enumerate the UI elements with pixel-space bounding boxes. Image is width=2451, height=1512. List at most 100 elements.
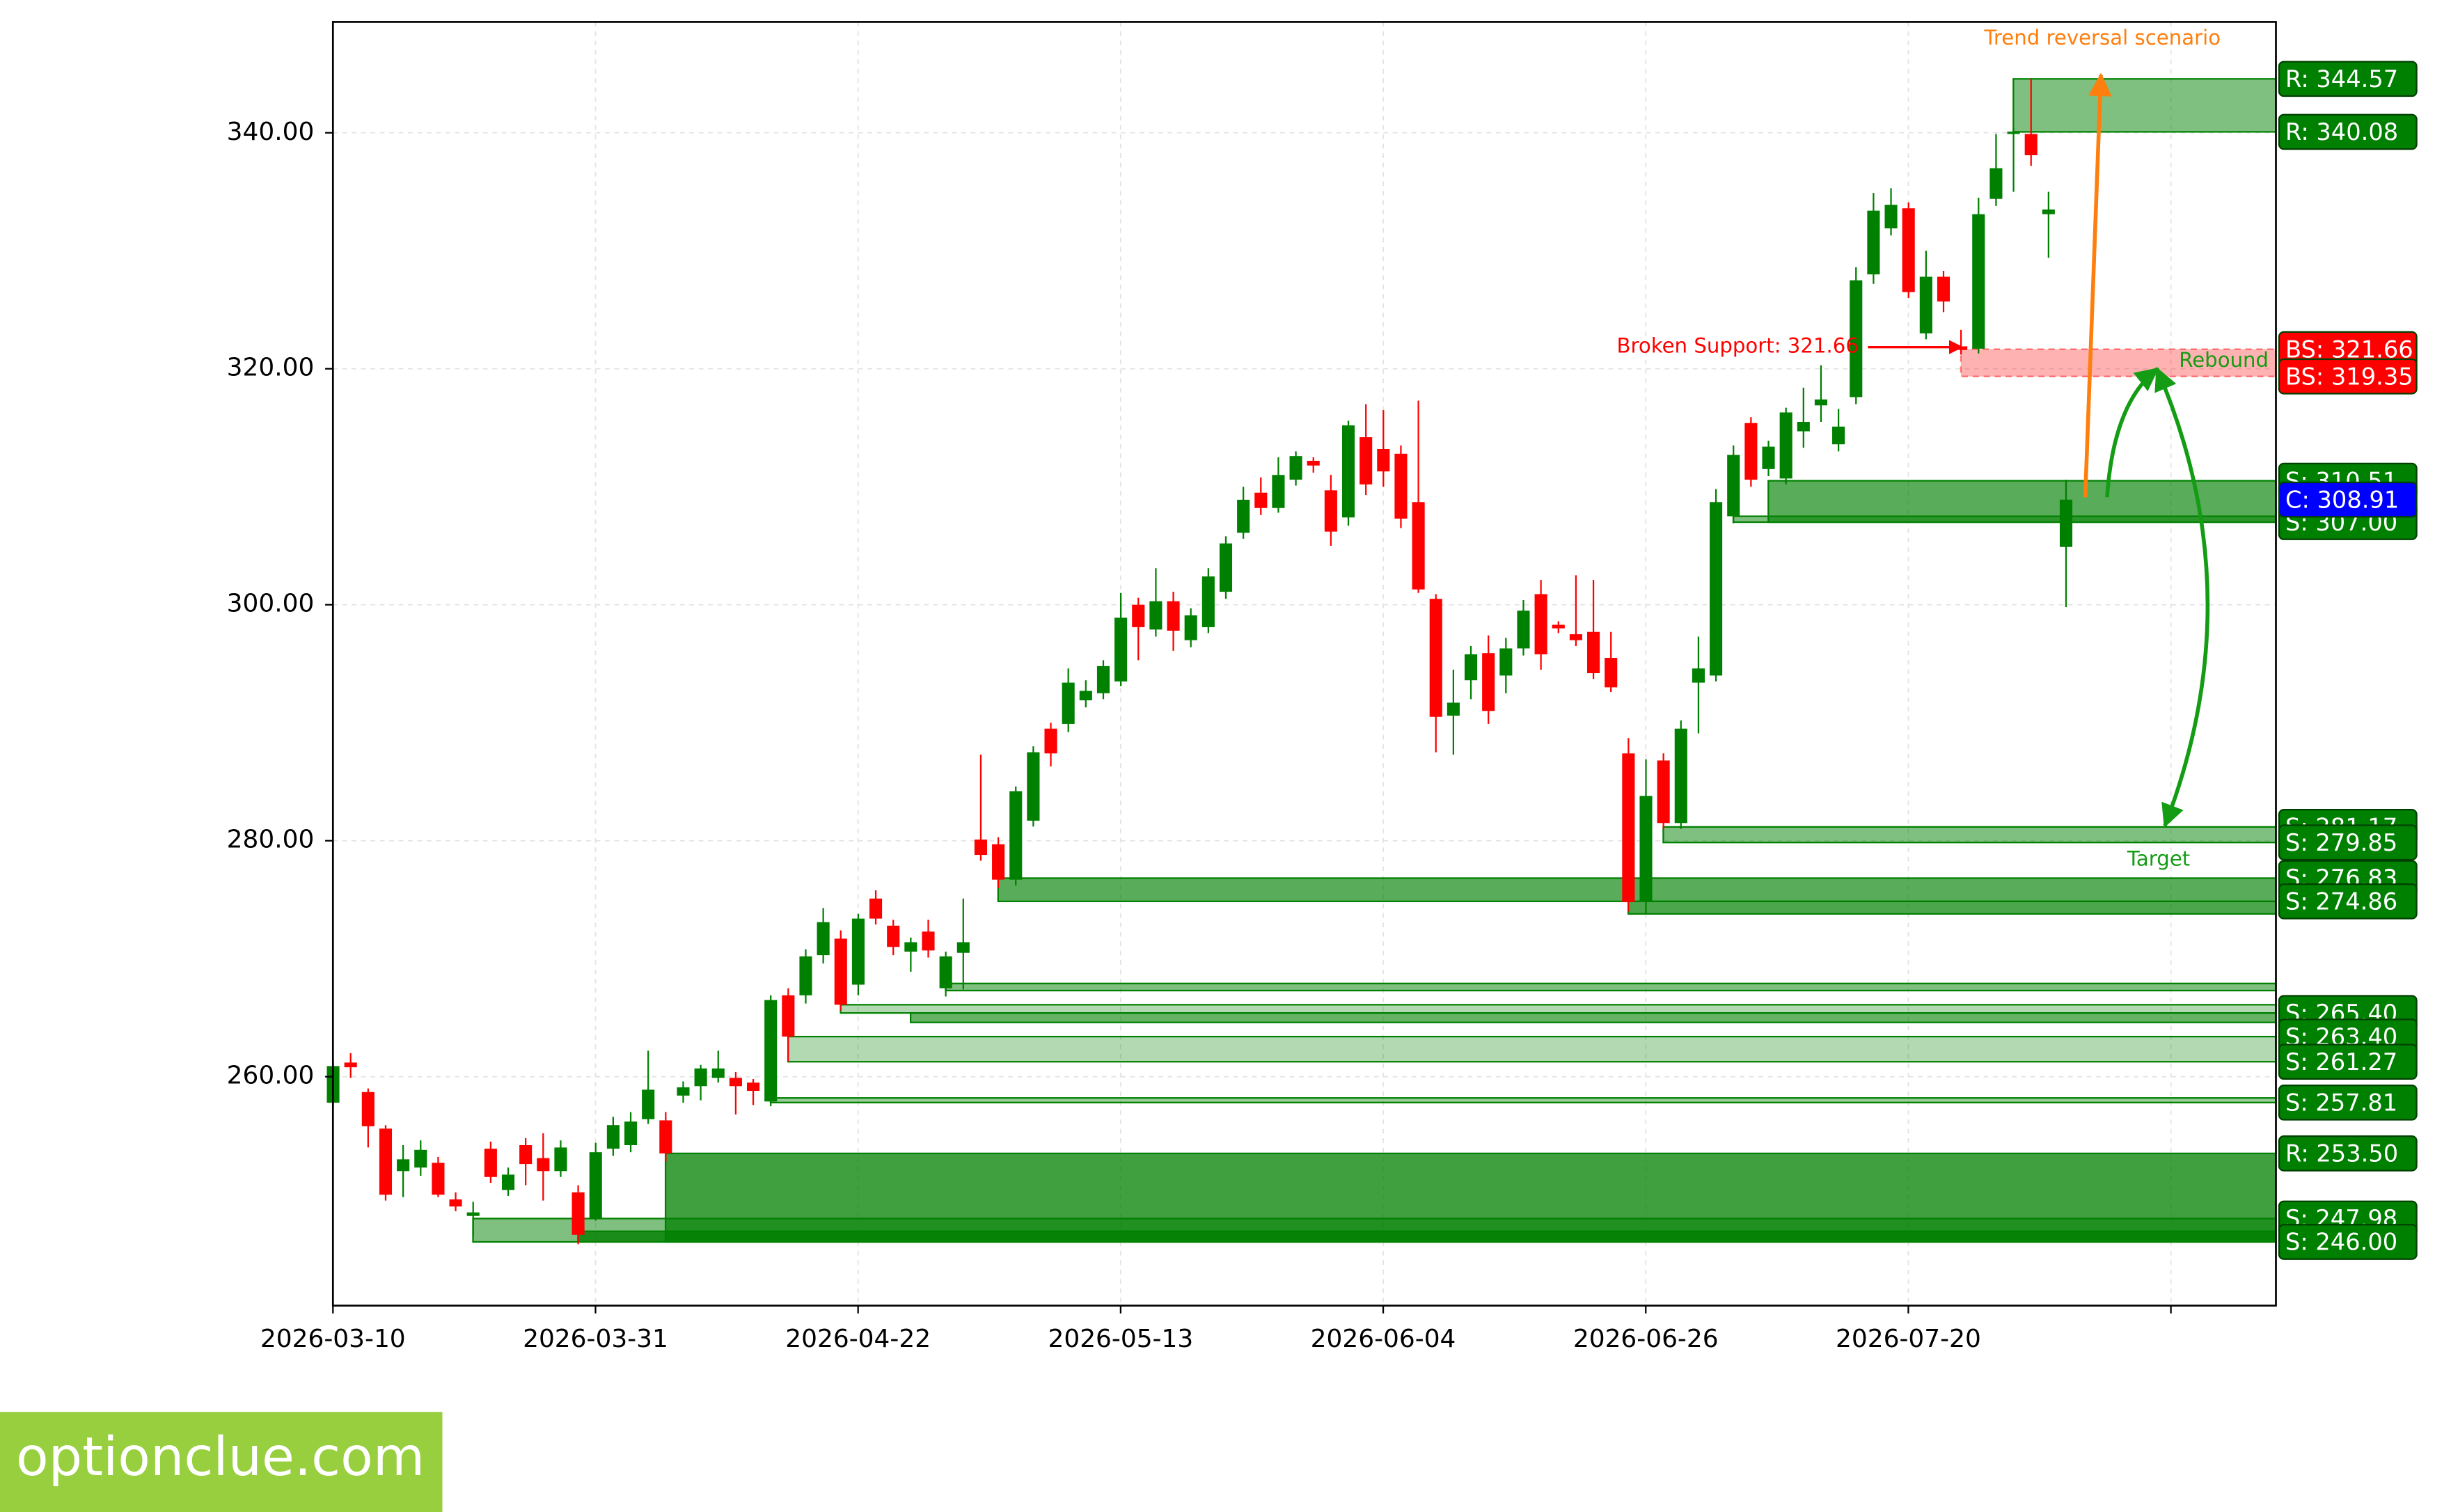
- candle-body: [904, 942, 917, 952]
- candle-body: [589, 1152, 602, 1219]
- candle-body: [1412, 502, 1425, 590]
- level-box: [2278, 358, 2418, 395]
- candle-body: [606, 1125, 620, 1149]
- candle-body: [484, 1149, 497, 1177]
- candle-body: [1394, 453, 1408, 519]
- candle-body: [799, 956, 812, 995]
- candle-body: [1762, 446, 1775, 469]
- candle-body: [1517, 611, 1530, 649]
- candle-body: [519, 1145, 533, 1165]
- candle-body: [1972, 214, 1985, 349]
- broken-label: Broken Support: 321.66: [1617, 334, 1859, 358]
- candle-body: [1605, 658, 1618, 688]
- candle-body: [1377, 449, 1390, 472]
- candle-body: [624, 1121, 638, 1146]
- candle-body: [1919, 276, 1932, 333]
- level-box: [2278, 1044, 2418, 1080]
- level-box: [2278, 1135, 2418, 1172]
- zone: [997, 877, 2276, 902]
- candle-body: [869, 898, 883, 919]
- candle-body: [939, 956, 952, 989]
- x-tick-label: 2026-06-04: [1311, 1325, 1456, 1353]
- candle-body: [1341, 425, 1355, 518]
- y-tick-label: 300.00: [227, 590, 315, 618]
- level-label: R: 340.08: [2285, 118, 2398, 145]
- candle-body: [2042, 209, 2055, 214]
- candle-body: [466, 1212, 480, 1216]
- plot-frame: [331, 21, 2277, 1307]
- trend-label: Trend reversal scenario: [1983, 26, 2221, 49]
- candle-body: [1710, 502, 1723, 676]
- candle-body: [887, 925, 900, 947]
- x-tick-label: 2026-03-10: [260, 1325, 406, 1353]
- candle-body: [1779, 412, 1792, 479]
- candle-body: [379, 1128, 393, 1195]
- candle-body: [344, 1062, 357, 1068]
- rebound-label: Rebound: [2179, 348, 2269, 372]
- candle-body: [1167, 601, 1180, 631]
- candle-body: [2007, 132, 2020, 134]
- candle-body: [1114, 617, 1128, 682]
- level-label: R: 344.57: [2285, 65, 2398, 93]
- candle-body: [397, 1159, 410, 1172]
- zone: [945, 982, 2276, 992]
- candle-body: [1884, 205, 1898, 229]
- candle-body: [834, 938, 847, 1005]
- candle-body: [1850, 280, 1863, 397]
- candle-body: [554, 1147, 567, 1172]
- candles: [326, 79, 2073, 1245]
- x-tick-label: 2026-07-20: [1836, 1325, 1981, 1353]
- candle-body: [1832, 426, 1845, 445]
- candle-body: [711, 1068, 725, 1078]
- axes: 260.00 280.00 300.00 320.00 340.00 2026-03-10…: [227, 118, 2172, 1353]
- level-box: [2278, 883, 2418, 920]
- candle-body: [1464, 654, 1478, 681]
- candle-body: [1989, 168, 2003, 199]
- level-box: [2278, 824, 2418, 861]
- candle-body: [1307, 460, 1320, 466]
- candle-body: [1587, 631, 1600, 674]
- zone: [769, 1097, 2276, 1103]
- level-label: BS: 321.66: [2285, 336, 2413, 363]
- candle-body: [1727, 455, 1740, 517]
- zone: [840, 1004, 2276, 1014]
- x-tick-label: 2026-06-26: [1573, 1325, 1719, 1353]
- level-label: S: 257.81: [2285, 1089, 2397, 1117]
- level-box: [2278, 113, 2418, 150]
- candle-body: [642, 1089, 655, 1119]
- candle-body: [1482, 653, 1495, 711]
- candle-body: [747, 1082, 760, 1092]
- candle-body: [1149, 601, 1163, 630]
- level-label: BS: 319.35: [2285, 363, 2413, 391]
- watermark: optionclue.com: [16, 1426, 425, 1488]
- x-tick-label: 2026-04-22: [785, 1325, 931, 1353]
- watermark-box: [0, 1412, 443, 1512]
- zone: [664, 1152, 2276, 1243]
- candle-body: [1692, 668, 1705, 683]
- candle-body: [974, 840, 988, 856]
- target-label: Target: [2127, 846, 2190, 870]
- candle-body: [1009, 791, 1023, 880]
- annotations: Trend reversal scenario Broken Support: …: [1617, 26, 2269, 870]
- candle-body: [1429, 599, 1442, 717]
- level-label: R: 253.50: [2285, 1140, 2398, 1167]
- rebound-arrow: [2105, 367, 2159, 498]
- candle-body: [956, 942, 970, 953]
- zone: [1960, 348, 2276, 377]
- y-tick-label: 260.00: [227, 1062, 315, 1090]
- trend-arrow: [2083, 72, 2112, 498]
- x-tick-label: 2026-05-13: [1048, 1325, 1193, 1353]
- candle-body: [2024, 134, 2038, 155]
- y-tick-label: 340.00: [227, 118, 315, 146]
- candle-body: [1867, 210, 1880, 275]
- zone: [787, 1035, 2276, 1063]
- zone: [1662, 826, 2276, 844]
- y-tick-label: 320.00: [227, 354, 315, 382]
- candle-body: [1044, 728, 1057, 754]
- zone: [2012, 78, 2276, 133]
- candle-body: [922, 931, 935, 951]
- y-tick-label: 280.00: [227, 826, 315, 854]
